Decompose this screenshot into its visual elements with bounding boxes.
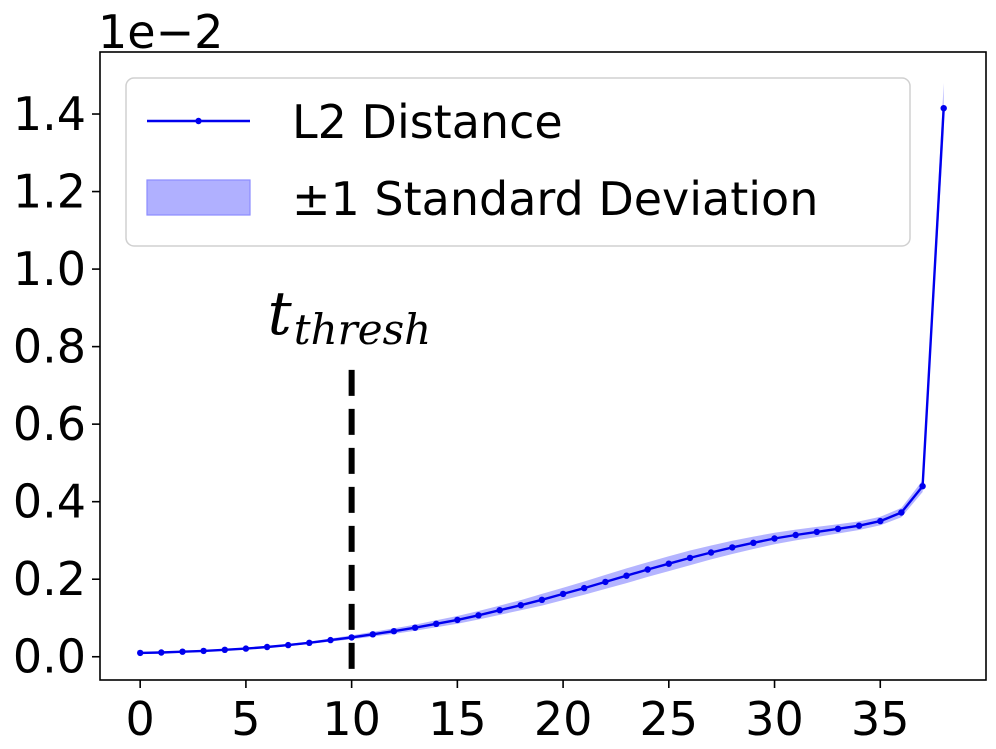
data-point [813,528,820,536]
series-layer [137,105,947,657]
data-point [729,544,736,551]
data-point [919,483,926,490]
data-point [369,631,376,638]
annotation-layer: tthresh [268,279,432,680]
data-point [348,634,355,641]
data-point [602,578,609,586]
y-tick-label: 0.2 [13,552,86,606]
y-tick-label: 0.6 [13,397,86,451]
legend-entry-std-deviation: ±1 Standard Deviation [292,172,818,226]
legend-frame [125,77,911,247]
y-offset-label: 1e−2 [98,5,223,59]
data-point [306,639,313,646]
legend: L2 Distance ±1 Standard Deviation [125,77,911,247]
y-tick-label: 1.2 [13,165,86,219]
data-point [327,636,334,644]
data-point [390,628,398,635]
data-point [538,596,546,603]
data-point [834,525,842,532]
data-point [179,648,186,655]
y-tick-label: 1.0 [13,242,86,296]
x-tick-label: 10 [322,692,381,746]
data-point [771,535,778,542]
data-point [665,560,672,567]
x-tick-label: 15 [428,692,487,746]
legend-entry-l2-distance: L2 Distance [292,95,563,149]
x-axis: 0 5 10 15 20 25 30 35 [126,680,910,746]
data-point [623,572,630,579]
data-point [242,645,250,652]
y-tick-label: 0.4 [13,475,86,529]
data-point [792,531,799,539]
data-point [855,522,863,529]
data-point [559,590,567,598]
legend-marker [195,117,202,125]
x-tick-label: 0 [126,692,155,746]
y-axis: 0.0 0.2 0.4 0.6 0.8 1.0 1.2 1.4 [13,87,100,684]
x-tick-label: 30 [745,692,804,746]
y-tick-label: 1.4 [13,87,86,141]
x-tick-label: 20 [534,692,593,746]
data-point [285,641,292,649]
x-tick-label: 25 [640,692,699,746]
data-point [707,549,715,556]
plot-frame [99,51,987,681]
threshold-label: tthresh [268,279,432,354]
data-point [137,649,144,657]
data-point [433,620,440,627]
data-point [221,646,228,653]
x-tick-label: 35 [851,692,910,746]
x-tick-label: 5 [231,692,260,746]
data-point [158,649,165,656]
y-tick-label: 0.0 [13,630,86,684]
data-point [877,517,884,525]
data-point [940,105,947,112]
data-point [686,554,694,562]
data-point [644,566,651,573]
data-point [263,643,271,651]
data-point [581,584,588,592]
data-point [200,647,207,655]
data-point [411,624,419,631]
legend-band-swatch [146,179,251,216]
data-point [750,539,757,546]
y-tick-label: 0.8 [13,320,86,374]
data-point [898,509,905,516]
data-point [496,607,503,614]
data-point [475,612,482,619]
data-point [517,602,524,609]
data-point [454,616,461,624]
